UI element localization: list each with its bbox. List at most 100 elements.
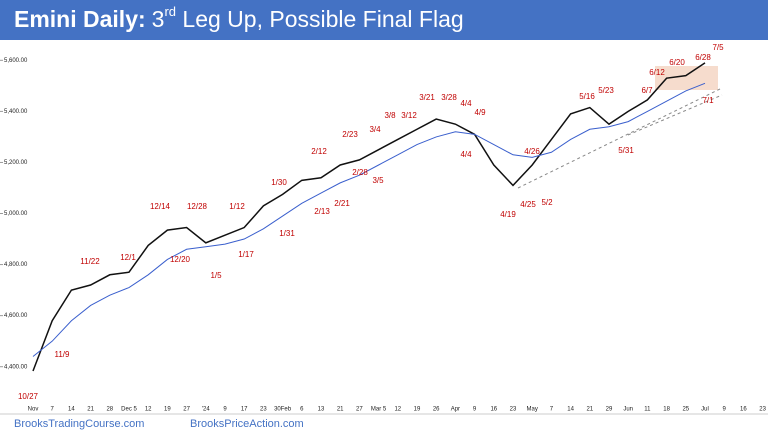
annotation: 3/5 [372,176,384,185]
title-lead: 3 [152,6,165,32]
x-tick-label: 12 [394,407,401,413]
annotation: 6/7 [641,86,653,95]
annotation: 4/25 [520,200,536,209]
series-line [32,82,706,357]
y-tick-label: 5,400.00 [4,109,28,115]
annotation: 4/26 [524,147,540,156]
x-tick-label: 14 [567,407,574,413]
x-tick-label: 9 [473,407,477,413]
x-tick-label: 13 [318,407,325,413]
annotation: 5/2 [541,198,553,207]
x-tick-label: 7 [550,407,554,413]
x-tick-label: 23 [759,407,766,413]
x-tick-label: 16 [740,407,747,413]
footer-left: BrooksTradingCourse.com [14,418,144,430]
annotation: 4/9 [474,108,486,117]
x-tick-label: 9 [723,407,727,413]
x-tick-label: 18 [663,407,670,413]
x-tick-label: 17 [241,407,248,413]
annotation: 6/28 [695,53,711,62]
annotation: 2/21 [334,199,350,208]
flag-box [655,66,718,90]
annotation: 5/31 [618,146,634,155]
annotation: 6/12 [649,68,665,77]
annotation: 10/27 [18,392,39,401]
annotation: 4/4 [460,99,472,108]
annotation: 1/31 [279,229,295,238]
title-sup: rd [164,4,176,19]
x-tick-label: 27 [183,407,190,413]
x-tick-label: Apr [451,407,460,413]
annotation: 4/4 [460,150,472,159]
x-tick-label: 29 [606,407,613,413]
annotation: 7/1 [702,96,714,105]
y-tick-label: 4,600.00 [4,313,28,319]
annotation: 1/30 [271,178,287,187]
x-tick-label: 12 [145,407,152,413]
annotation: 6/20 [669,58,685,67]
annotation: 12/1 [120,253,136,262]
annotation: 3/12 [401,111,417,120]
x-tick-label: '24 [202,407,210,413]
annotation: 12/14 [150,202,171,211]
x-tick-label: Dec 5 [121,407,137,413]
annotation: 2/12 [311,147,327,156]
x-tick-label: 28 [106,407,113,413]
x-tick-label: Nov [28,407,39,413]
annotation: 3/28 [441,93,457,102]
annotation: 11/9 [55,350,71,359]
x-tick-label: May [527,407,538,413]
x-tick-label: 21 [87,407,94,413]
title-bold: Emini Daily: [14,6,146,32]
annotation: 7/5 [712,43,724,52]
x-tick-label: 26 [433,407,440,413]
x-tick-label: Mar 5 [371,407,387,413]
annotation: 5/16 [579,92,595,101]
x-tick-label: 30Feb [274,407,292,413]
trend-line [517,87,723,189]
footer-right: BrooksPriceAction.com [190,418,304,430]
annotation: 3/8 [384,111,396,120]
x-tick-label: Jul [701,407,709,413]
x-tick-label: 23 [510,407,517,413]
x-tick-label: 19 [414,407,421,413]
x-tick-label: 16 [490,407,497,413]
annotation: 12/20 [170,255,191,264]
y-tick-label: 4,400.00 [4,364,28,370]
x-tick-label: 25 [682,407,689,413]
annotation: 2/13 [314,207,330,216]
y-tick-label: 4,800.00 [4,262,28,268]
annotation: 4/19 [500,210,516,219]
title-rest: Leg Up, Possible Final Flag [176,6,464,32]
x-tick-label: 6 [300,407,304,413]
annotation: 1/17 [238,250,254,259]
chart-title: Emini Daily: 3rd Leg Up, Possible Final F… [14,4,464,32]
x-tick-label: 11 [644,407,651,413]
x-tick-label: 7 [51,407,55,413]
annotation: 11/22 [80,257,100,266]
annotation: 2/23 [342,130,358,139]
annotation: 1/12 [229,202,245,211]
series-line [32,62,706,372]
trend-line [627,94,723,136]
annotation: 3/4 [369,125,381,134]
annotation: 12/28 [187,202,208,211]
x-tick-label: 21 [337,407,344,413]
x-tick-label: 21 [586,407,593,413]
y-tick-label: 5,200.00 [4,160,28,166]
annotation: 5/23 [598,86,614,95]
title-bar [0,0,768,40]
x-tick-label: Jun [623,407,633,413]
x-tick-label: 23 [260,407,267,413]
y-tick-label: 5,600.00 [4,58,28,64]
annotation: 2/28 [352,168,368,177]
y-tick-label: 5,000.00 [4,211,28,217]
x-tick-label: 19 [164,407,171,413]
annotation: 1/5 [210,271,222,280]
x-tick-label: 27 [356,407,363,413]
x-tick-label: 14 [68,407,75,413]
x-tick-label: 9 [223,407,227,413]
